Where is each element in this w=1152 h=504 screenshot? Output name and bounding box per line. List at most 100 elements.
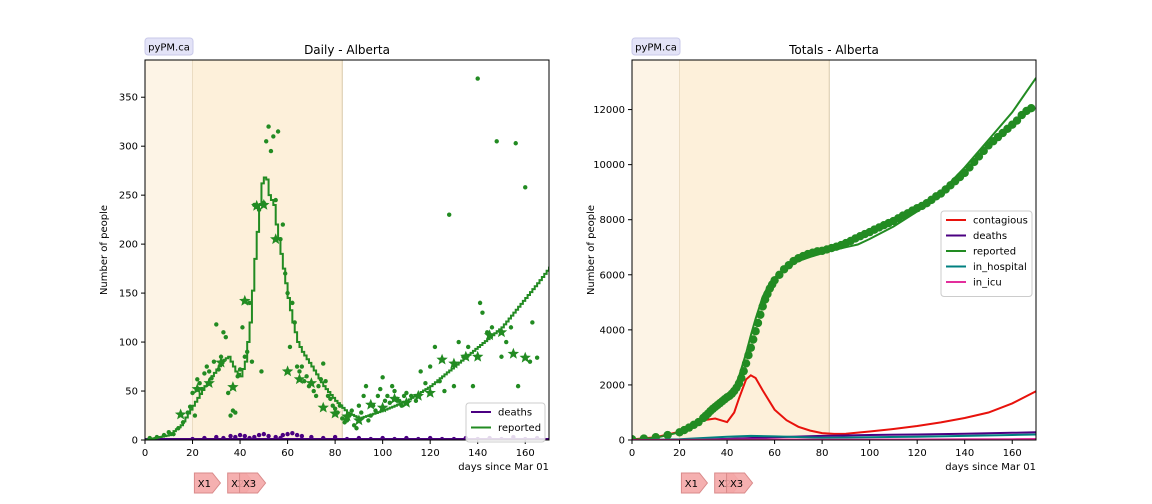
legend-label-reported: reported — [498, 423, 541, 434]
y-tick-label: 200 — [119, 240, 138, 251]
legend-label-contagious: contagious — [973, 216, 1028, 227]
y-tick-label: 250 — [119, 191, 138, 202]
data-point-reported — [290, 300, 295, 306]
data-point-reported — [351, 423, 357, 428]
y-tick-label: 50 — [125, 387, 138, 398]
x-tick-label: 60 — [768, 448, 781, 459]
legend: contagious deaths reported in_hospital in_ic… — [940, 210, 1033, 297]
y-tick-label: 2000 — [600, 380, 625, 391]
data-point-reported — [523, 185, 528, 190]
data-point-reported — [363, 383, 369, 389]
shaded-region-1 — [679, 60, 830, 440]
x-tick-label: 80 — [329, 448, 342, 459]
y-tick-label: 300 — [119, 142, 138, 153]
data-point-reported — [387, 400, 392, 405]
series-reported — [632, 77, 1036, 440]
data-point-reported — [451, 383, 457, 389]
data-point-reported — [204, 364, 209, 369]
star-point-reported — [317, 401, 329, 413]
y-tick-label: 10000 — [593, 160, 625, 171]
data-point-reported — [1012, 116, 1022, 125]
legend-label-reported: reported — [973, 247, 1016, 258]
data-point-reported — [273, 197, 278, 203]
data-point-deaths — [290, 430, 295, 436]
data-point-reported — [302, 379, 307, 384]
data-point-deaths — [280, 432, 286, 438]
x-tick-label: 40 — [721, 448, 734, 459]
data-point-reported — [313, 393, 319, 399]
data-point-reported — [378, 386, 383, 392]
data-point-reported — [264, 139, 269, 144]
data-point-reported — [166, 429, 171, 435]
series-contagious — [632, 374, 1036, 440]
data-point-reported — [446, 212, 452, 217]
legend-label-deaths: deaths — [498, 408, 532, 419]
data-point-reported — [392, 388, 397, 394]
x-tick-label: 160 — [516, 448, 535, 459]
data-point-deaths — [266, 433, 271, 439]
star-point-reported — [251, 199, 263, 211]
data-point-reported — [504, 339, 509, 345]
data-point-reported — [202, 371, 207, 376]
data-point-deaths — [285, 431, 290, 437]
data-point-reported — [325, 393, 331, 399]
x-tick-label: 20 — [673, 448, 686, 459]
badge-label: pyPM.ca — [635, 43, 677, 54]
star-point-reported — [270, 233, 282, 245]
data-point-reported — [268, 148, 274, 154]
data-point-deaths — [228, 433, 233, 439]
x-tick-label: 120 — [908, 448, 927, 459]
star-point-reported — [293, 373, 306, 385]
plot-area — [145, 76, 549, 440]
star-point-reported — [519, 351, 531, 363]
star-point-reported — [436, 353, 448, 365]
x-tick-label: 0 — [142, 448, 148, 459]
data-point-reported — [373, 408, 378, 413]
x-tick-label: 0 — [629, 448, 635, 459]
plot-area — [632, 77, 1036, 440]
star-point-reported — [341, 410, 353, 422]
y-tick-label: 6000 — [600, 270, 625, 281]
data-point-reported — [287, 344, 293, 350]
marker-label-X1: X1 — [685, 479, 698, 490]
data-point-deaths — [294, 432, 300, 438]
marker-label-X3: X3 — [730, 479, 743, 490]
data-point-reported — [470, 383, 476, 389]
marker-arrow-X3 — [726, 472, 754, 494]
data-point-reported — [475, 76, 480, 81]
y-tick-label: 12000 — [593, 105, 625, 116]
shaded-region-0 — [145, 60, 193, 440]
star-point-reported — [376, 401, 389, 413]
chart-title: Daily - Alberta — [304, 43, 390, 57]
data-point-reported — [195, 377, 200, 382]
data-point-reported — [240, 325, 245, 330]
series-line-in_hospital — [632, 433, 1036, 440]
star-point-reported — [305, 377, 318, 388]
data-point-deaths — [299, 433, 305, 439]
data-point-reported — [297, 369, 302, 374]
star-point-reported — [424, 387, 436, 398]
data-point-reported — [304, 374, 309, 379]
legend: deaths reported — [465, 402, 546, 443]
star-point-reported — [483, 329, 496, 341]
data-point-reported — [527, 359, 533, 364]
data-point-reported — [354, 426, 359, 431]
series-line-contagious — [632, 374, 1036, 440]
data-point-deaths — [242, 433, 248, 439]
data-point-reported — [280, 222, 286, 227]
data-point-reported — [397, 398, 402, 404]
data-point-reported — [534, 355, 540, 360]
x-tick-label: 100 — [373, 448, 392, 459]
data-point-reported — [266, 124, 271, 129]
marker-arrow-X1 — [193, 472, 222, 494]
data-point-reported — [247, 300, 252, 306]
data-point-reported — [427, 364, 433, 369]
data-point-reported — [515, 383, 521, 389]
badge-box — [631, 37, 681, 56]
star-point-reported — [258, 198, 270, 210]
plot-frame — [144, 59, 550, 441]
data-point-reported — [235, 374, 240, 379]
series-line-reported — [632, 77, 1036, 440]
legend-label-deaths: deaths — [973, 231, 1007, 242]
